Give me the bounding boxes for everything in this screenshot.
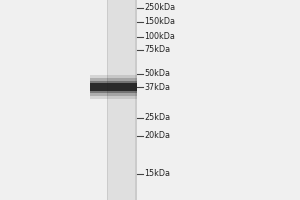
Text: 100kDa: 100kDa — [145, 32, 176, 41]
Bar — [135, 0, 136, 200]
Text: 15kDa: 15kDa — [145, 170, 171, 178]
Bar — [90, 83, 136, 91]
Bar — [90, 78, 136, 96]
Bar — [106, 0, 108, 200]
Bar — [106, 0, 136, 200]
Text: 250kDa: 250kDa — [145, 3, 176, 12]
Bar — [90, 81, 136, 93]
Text: 75kDa: 75kDa — [145, 45, 171, 54]
Bar — [90, 75, 136, 99]
Text: 25kDa: 25kDa — [145, 113, 171, 122]
Text: 50kDa: 50kDa — [145, 70, 171, 78]
Text: 20kDa: 20kDa — [145, 131, 171, 140]
Text: 37kDa: 37kDa — [145, 83, 171, 92]
Text: 150kDa: 150kDa — [145, 18, 176, 26]
